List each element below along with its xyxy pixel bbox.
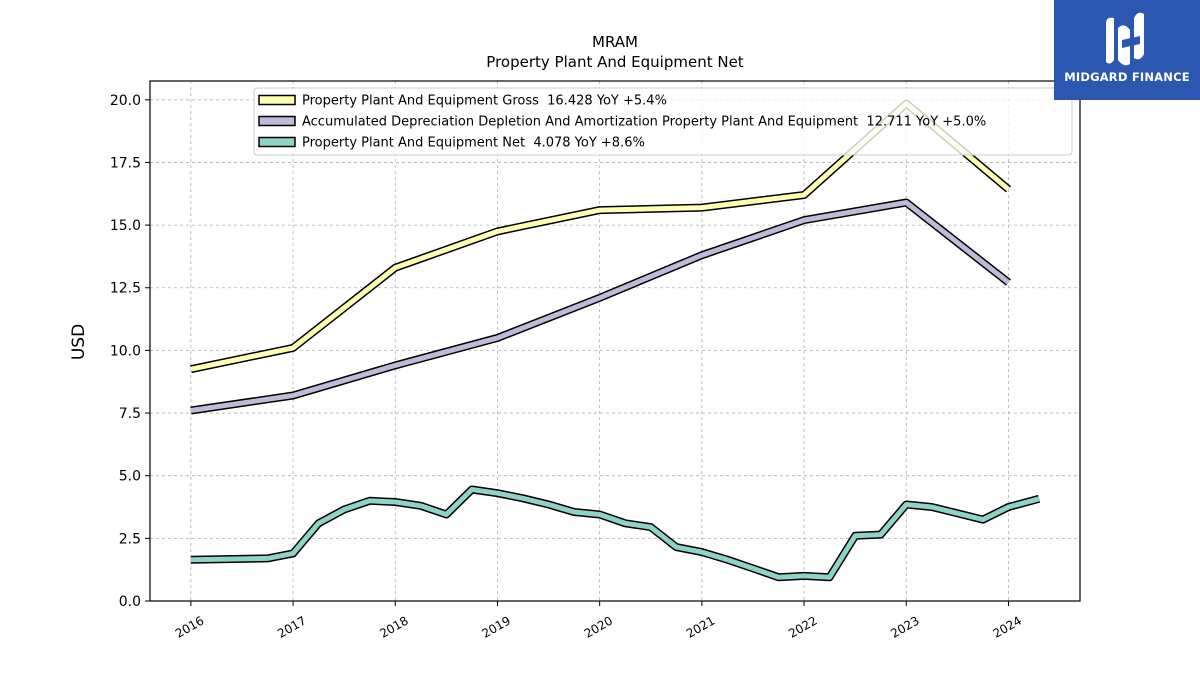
series-line-2 [190,200,1011,413]
y-tick-label: 5.0 [119,469,141,485]
series-line-3 [190,487,1040,580]
x-axis: 2016 2017 2018 2019 2020 2021 2022 2023 2024 [173,601,1024,641]
y-tick-label: 12.5 [110,281,141,297]
y-tick-label: 7.5 [119,406,141,422]
x-tick-label: 2021 [684,613,717,640]
x-tick-label: 2016 [173,613,206,640]
x-tick-label: 2018 [377,613,410,640]
legend: Property Plant And Equipment Gross 16.42… [253,87,1073,156]
legend-swatch [258,115,296,127]
midgard-finance-logo: MIDGARD FINANCE [1054,0,1200,100]
x-tick-label: 2024 [991,613,1024,640]
x-tick-label: 2019 [480,613,513,640]
legend-swatch [258,136,296,148]
y-axis-label: USD [69,324,89,360]
chart-title: MRAM [592,33,638,51]
logo-name: MIDGARD FINANCE [1064,70,1190,84]
legend-entry-label: Accumulated Depreciation Depletion And A… [302,115,986,130]
y-tick-label: 2.5 [119,531,141,547]
series-lines [190,99,1041,582]
chart-subtitle: Property Plant And Equipment Net [486,53,743,71]
legend-entry-label: Property Plant And Equipment Net 4.078 Y… [302,136,645,151]
legend-entry-label: Property Plant And Equipment Gross 16.42… [302,94,667,109]
y-tick-label: 10.0 [110,343,141,359]
legend-swatch [258,94,296,106]
midgard-m-mark-icon [1106,12,1144,66]
plot-frame [149,80,1081,602]
x-tick-label: 2017 [275,613,308,640]
y-tick-label: 0.0 [119,594,141,610]
x-tick-label: 2022 [786,613,819,640]
y-tick-label: 17.5 [110,155,141,171]
y-axis: 0.0 2.5 5.0 7.5 10.0 12.5 15.0 17.5 20.0 [110,93,150,610]
x-tick-label: 2023 [888,613,921,640]
y-tick-label: 20.0 [110,93,141,109]
y-tick-label: 15.0 [110,218,141,234]
legend-box [253,87,1073,156]
x-tick-label: 2020 [582,613,615,640]
